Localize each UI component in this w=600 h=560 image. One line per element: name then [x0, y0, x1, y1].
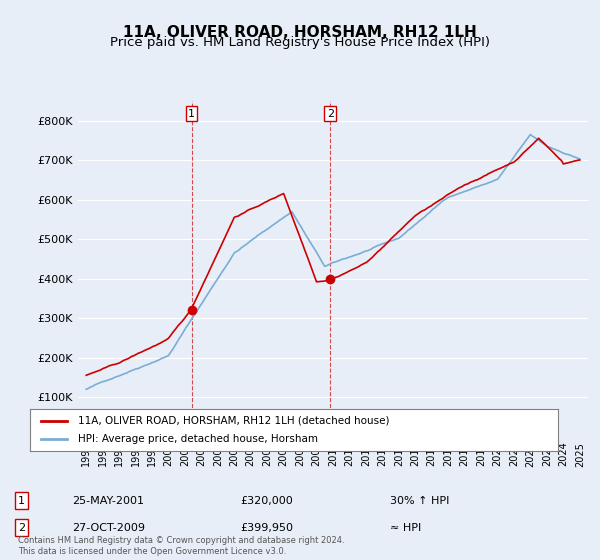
- Text: 1: 1: [188, 109, 195, 119]
- Text: £399,950: £399,950: [240, 522, 293, 533]
- Text: 30% ↑ HPI: 30% ↑ HPI: [390, 496, 449, 506]
- Text: ≈ HPI: ≈ HPI: [390, 522, 421, 533]
- Text: 2: 2: [18, 522, 25, 533]
- Text: 11A, OLIVER ROAD, HORSHAM, RH12 1LH (detached house): 11A, OLIVER ROAD, HORSHAM, RH12 1LH (det…: [77, 416, 389, 426]
- Text: 2: 2: [326, 109, 334, 119]
- Text: 25-MAY-2001: 25-MAY-2001: [72, 496, 144, 506]
- Text: Price paid vs. HM Land Registry's House Price Index (HPI): Price paid vs. HM Land Registry's House …: [110, 36, 490, 49]
- Text: 27-OCT-2009: 27-OCT-2009: [72, 522, 145, 533]
- Text: 1: 1: [18, 496, 25, 506]
- Text: HPI: Average price, detached house, Horsham: HPI: Average price, detached house, Hors…: [77, 434, 317, 444]
- Text: £320,000: £320,000: [240, 496, 293, 506]
- Text: 11A, OLIVER ROAD, HORSHAM, RH12 1LH: 11A, OLIVER ROAD, HORSHAM, RH12 1LH: [123, 25, 477, 40]
- Text: Contains HM Land Registry data © Crown copyright and database right 2024.
This d: Contains HM Land Registry data © Crown c…: [18, 536, 344, 556]
